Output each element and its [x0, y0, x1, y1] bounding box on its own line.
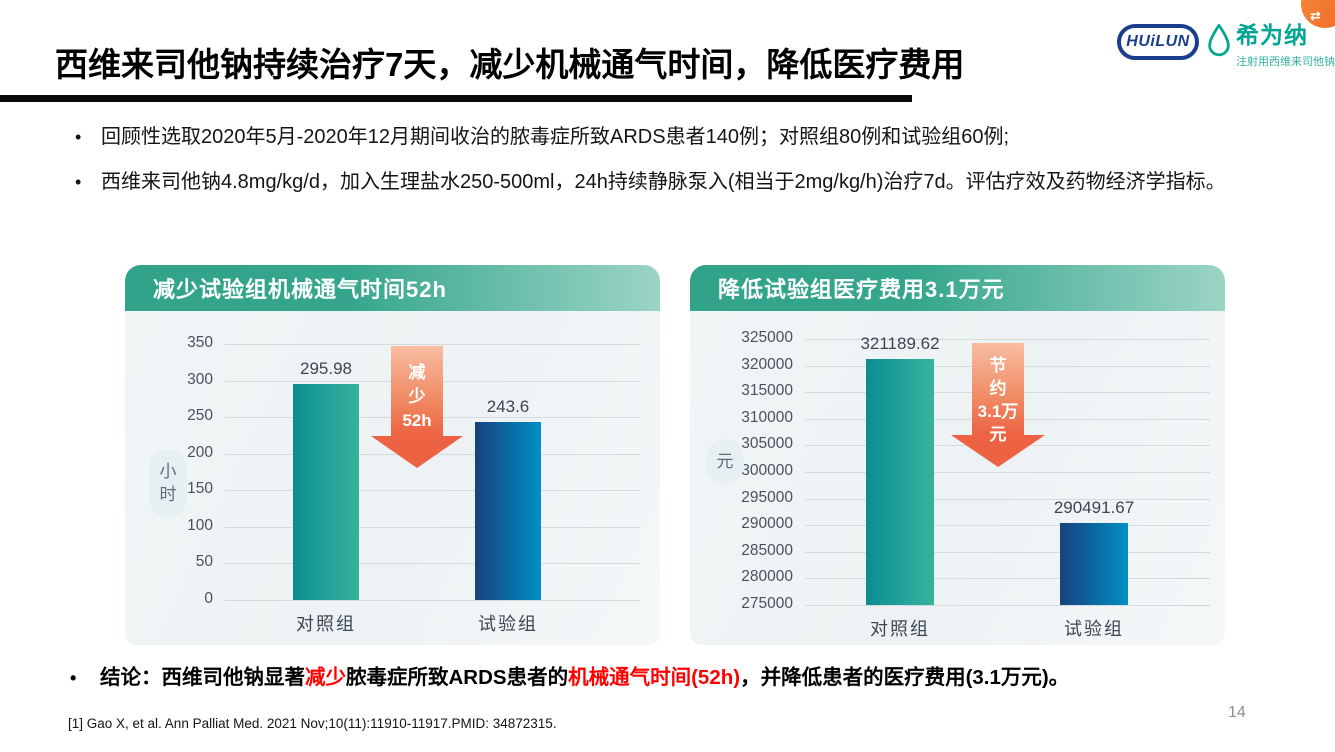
brand-text-block: 希为纳 ® 注射用西维来司他钠	[1236, 14, 1335, 69]
chart-panel-cost: 降低试验组医疗费用3.1万元 325000 320000 315000 310000 3…	[690, 265, 1225, 645]
bar-value-label: 290491.67	[1053, 497, 1135, 517]
x-tick-label: 对照组	[870, 619, 930, 639]
reference-citation: [1] Gao X, et al. Ann Palliat Med. 2021 …	[68, 716, 557, 731]
brand-subtitle: 注射用西维来司他钠	[1236, 56, 1335, 68]
gridline: 290000	[741, 515, 1210, 532]
y-tick-label: 200	[187, 443, 213, 461]
gridline: 325000	[741, 329, 1210, 346]
y-axis-unit-char: 时	[159, 485, 177, 504]
y-axis-unit-char: 元	[716, 452, 734, 471]
arrow-body	[972, 343, 1024, 435]
plot-area: 350 300 250 200 150 100 50 0 295.98 对照组 243.6 试验组 减少…	[187, 334, 640, 634]
y-tick-label: 295000	[741, 488, 793, 506]
conclusion-text: 结论：西维司他钠显著减少脓毒症所致ARDS患者的机械通气时间(52h)，并降低患…	[100, 663, 1069, 693]
arrow-annotation-line: 节	[989, 356, 1007, 375]
y-tick-label: 300000	[741, 462, 793, 479]
bullet-item: • 回顾性选取2020年5月-2020年12月期间收治的脓毒症所致ARDS患者1…	[75, 121, 1275, 153]
gridline: 285000	[741, 542, 1210, 559]
y-axis-unit-char: 小	[159, 462, 177, 481]
bullet-dot-icon: •	[75, 127, 82, 147]
decrease-arrow: 节约 3.1万元	[951, 343, 1045, 467]
gridline: 275000	[741, 595, 1210, 612]
gridline: 350	[187, 334, 640, 351]
y-tick-label: 285000	[741, 541, 793, 559]
arrow-annotation-line: 少	[408, 387, 426, 406]
bullet-item: • 西维来司他钠4.8mg/kg/d，加入生理盐水250-500ml，24h持续…	[75, 166, 1275, 198]
arrow-head-icon	[371, 436, 463, 468]
chart-body: 325000 320000 315000 310000 305000 300000 2950…	[690, 311, 1225, 645]
y-tick-label: 280000	[741, 568, 793, 586]
y-tick-label: 325000	[741, 329, 793, 346]
y-tick-label: 305000	[741, 435, 793, 453]
y-tick-label: 350	[187, 334, 213, 351]
y-axis-unit-pill: 小时	[149, 449, 187, 517]
conclusion-bullet: • 结论：西维司他钠显著减少脓毒症所致ARDS患者的机械通气时间(52h)，并降…	[70, 663, 1300, 693]
conclusion-segment: 结论：西维司他钠显著	[100, 666, 305, 689]
y-tick-label: 150	[187, 480, 213, 498]
gridline: 295000	[741, 489, 1210, 506]
y-tick-label: 315000	[741, 382, 793, 400]
arrow-annotation-line: 元	[989, 425, 1007, 444]
chart-title: 减少试验组机械通气时间52h	[125, 265, 660, 311]
bar	[293, 383, 359, 600]
arrow-head-icon	[951, 435, 1045, 467]
y-tick-label: 290000	[741, 515, 793, 533]
swap-arrows-icon: ⇄	[1310, 8, 1321, 23]
gridline: 0	[204, 590, 640, 607]
bullet-text: 回顾性选取2020年5月-2020年12月期间收治的脓毒症所致ARDS患者140…	[101, 126, 1009, 148]
x-tick-label: 试验组	[478, 614, 538, 634]
bar	[1060, 522, 1128, 605]
decrease-arrow: 减少 52h	[371, 346, 463, 468]
huilun-logo-text: HUiLUN	[1126, 33, 1190, 50]
conclusion-segment: ，并降低患者的医疗费用(3.1万元)。	[740, 666, 1070, 689]
arrow-annotation-line: 3.1万	[977, 402, 1019, 421]
y-tick-label: 50	[195, 553, 213, 571]
bullet-dot-icon: •	[70, 668, 77, 688]
chart-body: 350 300 250 200 150 100 50 0 295.98 对照组 243.6 试验组 减少…	[125, 311, 660, 645]
study-bullets: • 回顾性选取2020年5月-2020年12月期间收治的脓毒症所致ARDS患者1…	[75, 121, 1275, 211]
conclusion-segment: 机械通气时间(52h)	[568, 666, 741, 689]
y-tick-label: 310000	[741, 408, 793, 426]
gridline: 150	[187, 480, 640, 497]
y-tick-label: 100	[187, 516, 213, 534]
y-tick-label: 250	[187, 407, 213, 425]
bullet-dot-icon: •	[75, 172, 82, 192]
bar	[475, 421, 541, 600]
bullet-text: 西维来司他钠4.8mg/kg/d，加入生理盐水250-500ml，24h持续静脉…	[101, 171, 1226, 193]
brand-logo: 希为纳 ® 注射用西维来司他钠	[1206, 14, 1335, 69]
arrow-annotation-line: 52h	[402, 411, 432, 430]
brand-name: 希为纳	[1236, 22, 1308, 48]
gridline: 100	[187, 517, 640, 534]
gridline: 280000	[741, 568, 1210, 585]
arrow-annotation-line: 约	[989, 379, 1007, 398]
page-title: 西维来司他钠持续治疗7天，减少机械通气时间，降低医疗费用	[55, 46, 965, 83]
chart-panel-ventilation: 减少试验组机械通气时间52h 350 300 250 200 150 100 50 0 295.…	[125, 265, 660, 645]
gridline: 50	[196, 553, 640, 570]
y-tick-label: 0	[204, 590, 213, 607]
arrow-annotation-text: 减少 52h	[371, 361, 463, 433]
gridline: 300000	[741, 462, 1210, 479]
huilun-logo: HUiLUN	[1117, 24, 1199, 60]
bar-value-label: 321189.62	[860, 334, 940, 354]
y-tick-label: 275000	[741, 595, 793, 612]
plot-area: 325000 320000 315000 310000 305000 300000 2950…	[741, 329, 1210, 639]
arrow-body	[391, 346, 443, 436]
water-drop-icon	[1206, 23, 1232, 63]
chart-title: 降低试验组医疗费用3.1万元	[690, 265, 1225, 311]
title-underline	[0, 95, 912, 102]
arrow-annotation-text: 节约 3.1万元	[951, 354, 1045, 446]
y-tick-label: 300	[187, 370, 213, 388]
y-tick-label: 320000	[741, 355, 793, 373]
y-axis-unit-pill: 元	[706, 439, 744, 484]
x-tick-label: 对照组	[296, 614, 356, 634]
bar-value-label: 295.98	[300, 358, 352, 378]
page-number: 14	[1228, 704, 1246, 721]
x-tick-label: 试验组	[1064, 619, 1124, 639]
conclusion-segment: 脓毒症所致ARDS患者的	[346, 666, 569, 689]
bar	[866, 359, 934, 605]
arrow-annotation-line: 减	[408, 363, 426, 382]
bar-value-label: 243.6	[486, 396, 530, 416]
conclusion-segment: 减少	[305, 666, 346, 689]
